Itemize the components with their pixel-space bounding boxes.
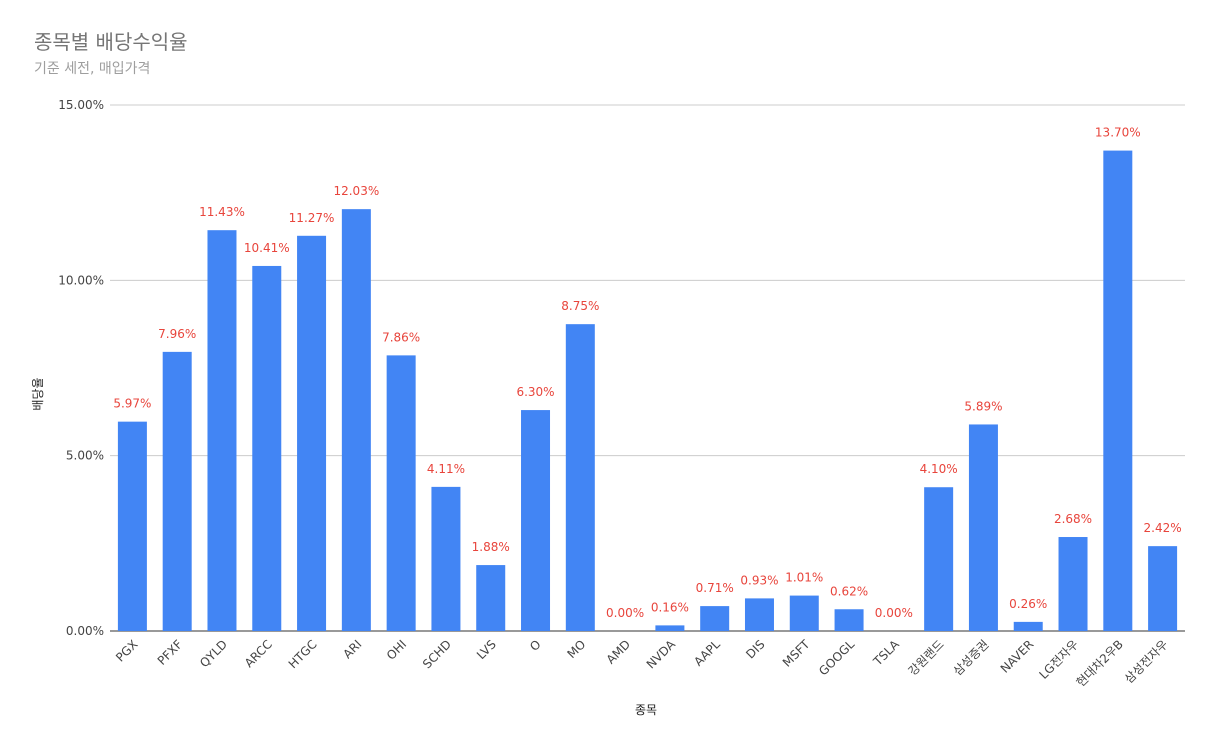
data-labels: 5.97% 7.96% 11.43% 10.41% 11.27% 12.03% 7.86% 4… — [113, 126, 1181, 620]
bar — [521, 410, 551, 631]
data-label: 8.75% — [561, 299, 599, 313]
bar — [655, 625, 685, 631]
data-label: 11.27% — [289, 211, 335, 225]
bar — [968, 424, 998, 631]
x-tick-label: 강원랜드 — [906, 637, 947, 678]
bar — [834, 609, 864, 631]
data-label: 2.68% — [1054, 512, 1092, 526]
chart-subtitle: 기준 세전, 매입가격 — [34, 61, 151, 77]
x-tick-label: AMD — [604, 637, 634, 667]
x-tick-label: DIS — [743, 637, 767, 661]
y-tick-label: 0.00% — [66, 624, 104, 638]
x-tick-label: ARCC — [242, 637, 275, 670]
x-tick-label: TSLA — [870, 637, 902, 669]
x-tick-label: QYLD — [197, 637, 230, 670]
x-tick-label: O — [527, 637, 544, 654]
x-tick-label: AAPL — [691, 637, 723, 669]
bar — [252, 265, 282, 631]
bar — [744, 598, 774, 631]
bar — [117, 421, 147, 631]
bar — [1058, 537, 1088, 631]
bar — [924, 487, 954, 631]
bar — [386, 355, 416, 631]
x-tick-label: GOOGL — [816, 637, 857, 678]
data-label: 7.96% — [158, 327, 196, 341]
x-tick-label: 삼성전자우 — [1122, 637, 1171, 686]
data-label: 10.41% — [244, 241, 290, 255]
data-label: 12.03% — [333, 184, 379, 198]
bar — [1148, 546, 1178, 631]
x-tick-label: MSFT — [780, 637, 813, 670]
x-tick-label: NAVER — [998, 637, 1037, 676]
data-label: 11.43% — [199, 205, 245, 219]
data-label: 0.26% — [1009, 597, 1047, 611]
data-label: 0.00% — [606, 606, 644, 620]
bar — [565, 324, 595, 631]
data-label: 0.93% — [740, 573, 778, 587]
bars — [117, 150, 1178, 632]
bar — [162, 351, 192, 631]
data-label: 0.00% — [875, 606, 913, 620]
data-label: 5.97% — [113, 397, 151, 411]
data-label: 7.86% — [382, 330, 420, 344]
data-label: 2.42% — [1144, 521, 1182, 535]
x-tick-label: LVS — [474, 637, 499, 662]
gridlines — [110, 104, 1185, 632]
bar — [476, 565, 506, 631]
x-tick-label: HTGC — [286, 637, 320, 671]
data-label: 0.62% — [830, 584, 868, 598]
bar — [1013, 621, 1043, 631]
data-label: 13.70% — [1095, 126, 1141, 140]
x-tick-label: 삼성증권 — [950, 637, 991, 678]
x-tick-label: SCHD — [420, 637, 454, 671]
x-tick-label: NVDA — [644, 637, 679, 672]
data-label: 1.88% — [472, 540, 510, 554]
y-tick-labels: 0.00% 5.00% 10.00% 15.00% — [58, 98, 104, 638]
chart-title: 종목별 배당수익율 — [34, 30, 188, 54]
x-tick-label: OHI — [384, 637, 409, 662]
x-tick-label: PFXF — [155, 637, 186, 668]
data-label: 5.89% — [964, 399, 1002, 413]
y-tick-label: 5.00% — [66, 449, 104, 463]
bar — [700, 606, 730, 631]
y-axis-title: 배당율 — [31, 377, 45, 410]
data-label: 0.16% — [651, 600, 689, 614]
x-axis-title: 종목 — [635, 703, 657, 717]
bar — [789, 595, 819, 631]
data-label: 4.11% — [427, 462, 465, 476]
x-tick-label: 현대차2우B — [1074, 637, 1126, 689]
bar — [341, 209, 371, 631]
data-label: 4.10% — [920, 462, 958, 476]
bar — [431, 486, 461, 631]
y-tick-label: 10.00% — [58, 273, 104, 287]
x-tick-label: MO — [565, 637, 589, 661]
bar — [207, 230, 237, 632]
data-label: 1.01% — [785, 571, 823, 585]
x-tick-label: ARI — [340, 637, 364, 661]
data-label: 6.30% — [516, 385, 554, 399]
x-tick-label: LG전자우 — [1037, 637, 1082, 682]
x-tick-labels: PGX PFXF QYLD ARCC HTGC ARI OHI SCHD LVS O MO AMD NV… — [113, 637, 1171, 690]
bar — [1103, 150, 1133, 631]
x-tick-label: PGX — [113, 637, 140, 664]
data-label: 0.71% — [696, 581, 734, 595]
y-tick-label: 15.00% — [58, 98, 104, 112]
bar — [297, 235, 327, 632]
